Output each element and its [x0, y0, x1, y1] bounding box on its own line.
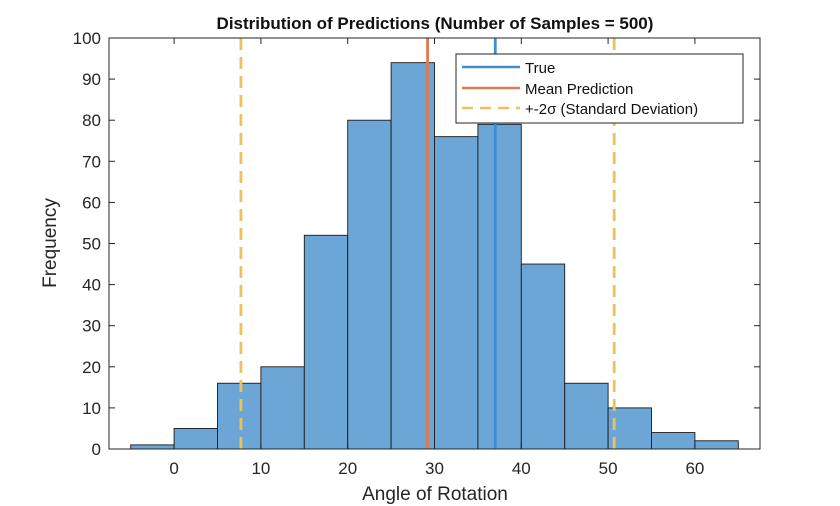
histogram-bar: [477, 123, 522, 450]
histogram-bar: [130, 444, 175, 450]
legend-label-mean: Mean Prediction: [525, 81, 633, 98]
y-tick-label: 70: [82, 152, 101, 171]
x-tick-label: 20: [338, 459, 357, 478]
x-tick-label: 10: [251, 459, 270, 478]
histogram-bar: [260, 366, 305, 450]
x-axis-ticks: 0 10 20 30 40 50 60: [169, 38, 704, 478]
x-tick-label: 40: [512, 459, 531, 478]
y-tick-label: 50: [82, 235, 101, 254]
y-tick-label: 80: [82, 111, 101, 130]
histogram-bar: [303, 234, 349, 450]
x-tick-label: 50: [599, 459, 618, 478]
y-tick-label: 90: [82, 70, 101, 89]
x-tick-label: 0: [169, 459, 178, 478]
histogram-bar: [651, 432, 696, 450]
y-axis-ticks: 0 10 20 30 40 50 60 70 80 90 100: [73, 29, 760, 459]
legend-label-std: +-2σ (Standard Deviation): [525, 101, 698, 118]
y-tick-label: 60: [82, 193, 101, 212]
histogram-bar: [520, 263, 566, 450]
y-tick-label: 0: [92, 440, 101, 459]
chart-title: Distribution of Predictions (Number of S…: [217, 14, 654, 33]
histogram-bar: [347, 119, 392, 450]
y-tick-label: 20: [82, 358, 101, 377]
y-axis-label: Frequency: [40, 198, 61, 288]
histogram-bar: [217, 382, 262, 450]
x-tick-label: 60: [685, 459, 704, 478]
y-tick-label: 100: [73, 29, 101, 48]
y-tick-label: 30: [82, 317, 101, 336]
histogram-bar: [694, 440, 739, 450]
histogram-bar: [434, 136, 479, 450]
y-tick-label: 10: [82, 399, 101, 418]
bars-layer: [130, 62, 739, 450]
histogram-bar: [564, 382, 609, 450]
x-tick-label: 30: [425, 459, 444, 478]
legend-label-true: True: [525, 60, 555, 77]
legend: True Mean Prediction +-2σ (Standard Devi…: [455, 53, 744, 124]
histogram-bar: [173, 428, 218, 450]
x-axis-label: Angle of Rotation: [362, 484, 508, 505]
y-tick-label: 40: [82, 276, 101, 295]
